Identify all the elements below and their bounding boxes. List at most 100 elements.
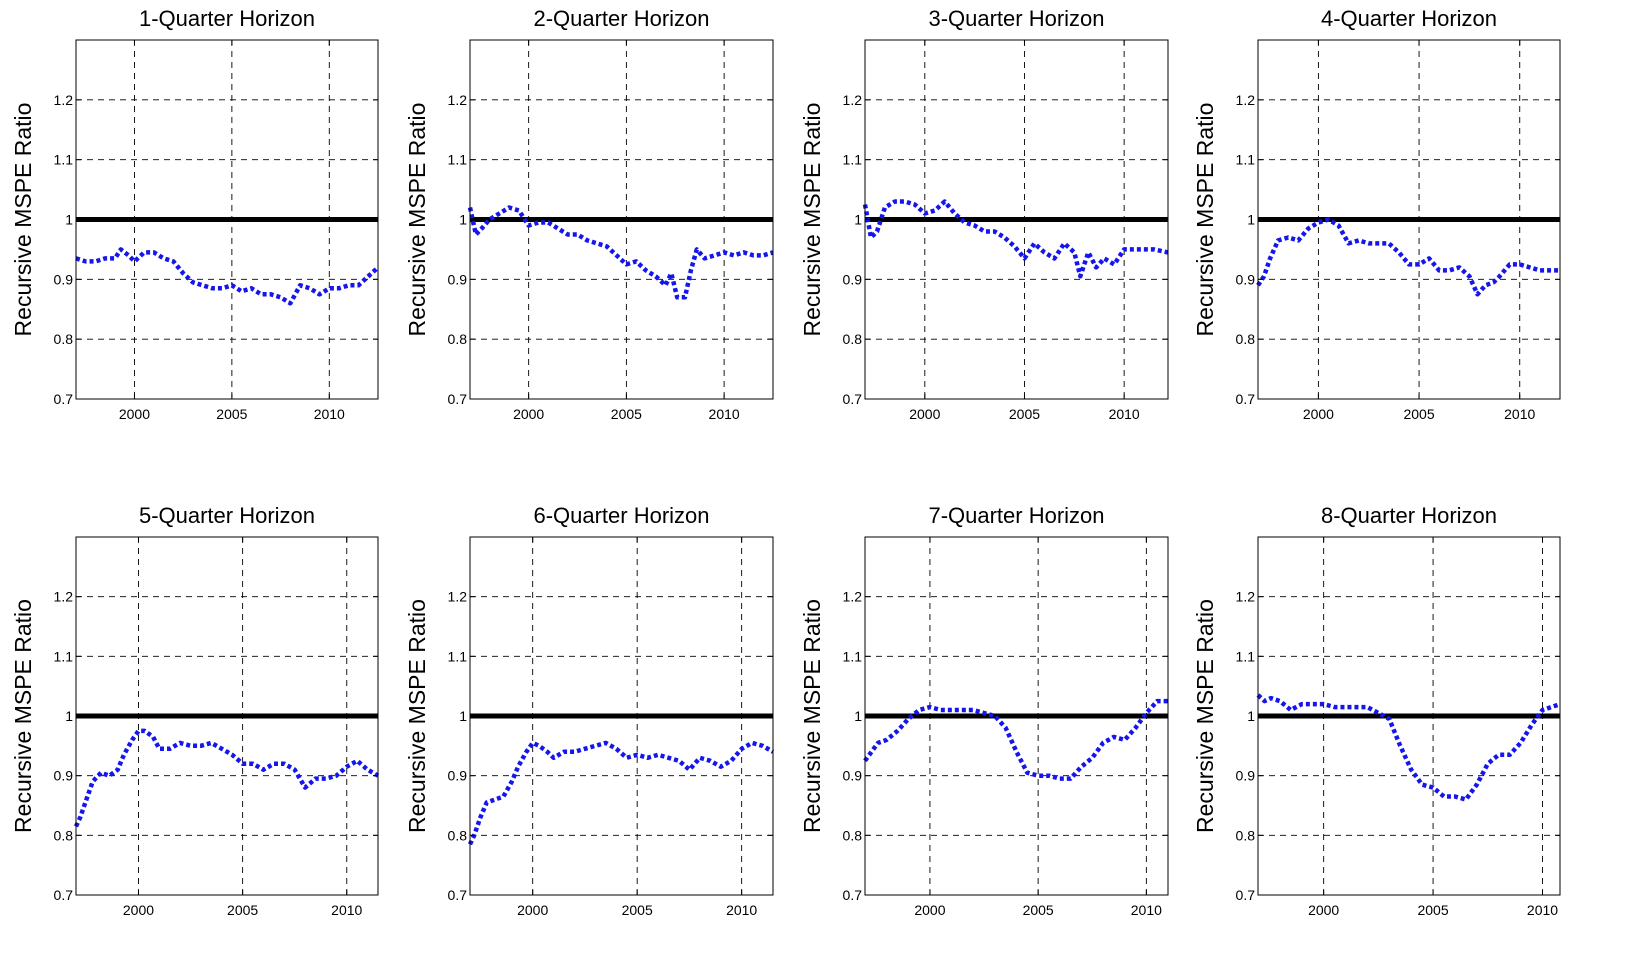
y-tick-label: 1: [1247, 212, 1255, 228]
x-tick-label: 2010: [1131, 902, 1162, 918]
series-line: [467, 205, 774, 300]
y-tick-label: 1.1: [448, 152, 468, 168]
y-tick-label: 1: [459, 708, 467, 724]
series-line: [863, 698, 1168, 781]
y-tick-label: 0.9: [1236, 768, 1256, 784]
panel-title: 1-Quarter Horizon: [139, 6, 315, 31]
panel-title: 3-Quarter Horizon: [928, 6, 1104, 31]
x-tick-label: 2000: [1303, 406, 1334, 422]
y-tick-label: 1.2: [1236, 589, 1256, 605]
x-tick-label: 2000: [517, 902, 548, 918]
y-tick-label: 0.8: [54, 827, 74, 843]
y-tick-label: 1.2: [843, 589, 863, 605]
y-tick-label: 0.7: [448, 391, 468, 407]
x-tick-label: 2005: [227, 902, 258, 918]
series-line: [1256, 693, 1561, 802]
y-tick-label: 0.9: [843, 271, 863, 287]
panel-7: 0.7 0.8 0.9 1 1.1 1.2 2000 2005 2010 7-Quarter Ho…: [799, 503, 1169, 918]
y-tick-label: 0.8: [1236, 827, 1256, 843]
y-tick-label: 0.8: [843, 827, 863, 843]
x-tick-label: 2000: [119, 406, 150, 422]
panel-title: 4-Quarter Horizon: [1321, 6, 1497, 31]
y-axis-label: Recursive MSPE Ratio: [10, 103, 36, 337]
y-tick-label: 1: [65, 708, 73, 724]
x-tick-label: 2010: [1504, 406, 1535, 422]
panel-title: 2-Quarter Horizon: [533, 6, 709, 31]
panel-title: 5-Quarter Horizon: [139, 503, 315, 528]
x-tick-label: 2005: [1009, 406, 1040, 422]
x-tick-label: 2010: [709, 406, 740, 422]
panel-title: 7-Quarter Horizon: [928, 503, 1104, 528]
y-axis-label: Recursive MSPE Ratio: [1192, 599, 1218, 833]
y-tick-label: 1: [459, 212, 467, 228]
y-tick-label: 0.9: [54, 768, 74, 784]
y-tick-label: 1.1: [843, 152, 863, 168]
y-tick-label: 0.7: [54, 391, 74, 407]
panel-4: 0.7 0.8 0.9 1 1.1 1.2 2000 2005 2010 4-Quarter Ho…: [1192, 6, 1561, 422]
x-tick-label: 2005: [1023, 902, 1054, 918]
y-axis-label: Recursive MSPE Ratio: [1192, 103, 1218, 337]
x-tick-label: 2010: [726, 902, 757, 918]
series-line: [75, 247, 380, 306]
x-tick-label: 2000: [1308, 902, 1339, 918]
y-tick-label: 1.1: [54, 152, 74, 168]
series-line: [467, 740, 775, 846]
y-tick-label: 1.2: [448, 589, 468, 605]
y-tick-label: 0.7: [1236, 887, 1256, 903]
y-tick-label: 1.2: [448, 92, 468, 108]
series-line: [1256, 217, 1560, 297]
panel-3: 0.7 0.8 0.9 1 1.1 1.2 2000 2005 2010 3-Quarter Ho…: [799, 6, 1169, 422]
y-tick-label: 0.9: [448, 271, 468, 287]
y-tick-label: 0.7: [54, 887, 74, 903]
y-axis-label: Recursive MSPE Ratio: [404, 103, 430, 337]
y-tick-label: 1.2: [1236, 92, 1256, 108]
y-tick-label: 0.7: [448, 887, 468, 903]
y-tick-label: 0.8: [448, 827, 468, 843]
panel-title: 6-Quarter Horizon: [533, 503, 709, 528]
x-tick-label: 2000: [513, 406, 544, 422]
x-tick-label: 2010: [314, 406, 345, 422]
y-tick-label: 1.1: [1236, 648, 1256, 664]
x-tick-label: 2005: [1403, 406, 1434, 422]
series-line: [73, 728, 380, 828]
y-tick-label: 1: [65, 212, 73, 228]
y-tick-label: 1.2: [54, 589, 74, 605]
x-tick-label: 2010: [331, 902, 362, 918]
y-tick-label: 1.1: [54, 648, 74, 664]
y-tick-label: 1: [854, 212, 862, 228]
y-axis-label: Recursive MSPE Ratio: [799, 599, 825, 833]
y-tick-label: 0.7: [1236, 391, 1256, 407]
y-tick-label: 1: [854, 708, 862, 724]
series-line: [862, 199, 1169, 279]
panel-6: 0.7 0.8 0.9 1 1.1 1.2 2000 2005 2010 6-Quarter Ho…: [404, 503, 775, 918]
x-tick-label: 2005: [216, 406, 247, 422]
panel-2: 0.7 0.8 0.9 1 1.1 1.2 2000 2005 2010 2-Quarter Ho…: [404, 6, 774, 422]
y-tick-label: 0.7: [843, 887, 863, 903]
y-tick-label: 1.2: [843, 92, 863, 108]
x-tick-label: 2005: [611, 406, 642, 422]
y-tick-label: 0.9: [1236, 271, 1256, 287]
x-tick-label: 2010: [1527, 902, 1558, 918]
x-tick-label: 2005: [1417, 902, 1448, 918]
y-tick-label: 1.1: [448, 648, 468, 664]
y-tick-label: 0.9: [843, 768, 863, 784]
y-tick-label: 1.2: [54, 92, 74, 108]
y-tick-label: 1.1: [843, 648, 863, 664]
panel-8: 0.7 0.8 0.9 1 1.1 1.2 2000 2005 2010 8-Quarter Ho…: [1192, 503, 1561, 918]
y-tick-label: 0.9: [448, 768, 468, 784]
y-tick-label: 0.8: [843, 331, 863, 347]
y-tick-label: 0.8: [448, 331, 468, 347]
x-tick-label: 2000: [914, 902, 945, 918]
panel-5: 0.7 0.8 0.9 1 1.1 1.2 2000 2005 2010 5-Quarter Ho…: [10, 503, 380, 918]
panel-title: 8-Quarter Horizon: [1321, 503, 1497, 528]
x-tick-label: 2000: [909, 406, 940, 422]
panel-1: 0.7 0.8 0.9 1 1.1 1.2 2000 2005 2010 1-Quarter Ho…: [10, 6, 380, 422]
x-tick-label: 2010: [1109, 406, 1140, 422]
y-tick-label: 0.8: [1236, 331, 1256, 347]
x-tick-label: 2005: [622, 902, 653, 918]
y-tick-label: 0.9: [54, 271, 74, 287]
y-axis-label: Recursive MSPE Ratio: [404, 599, 430, 833]
y-tick-label: 1: [1247, 708, 1255, 724]
y-axis-label: Recursive MSPE Ratio: [10, 599, 36, 833]
